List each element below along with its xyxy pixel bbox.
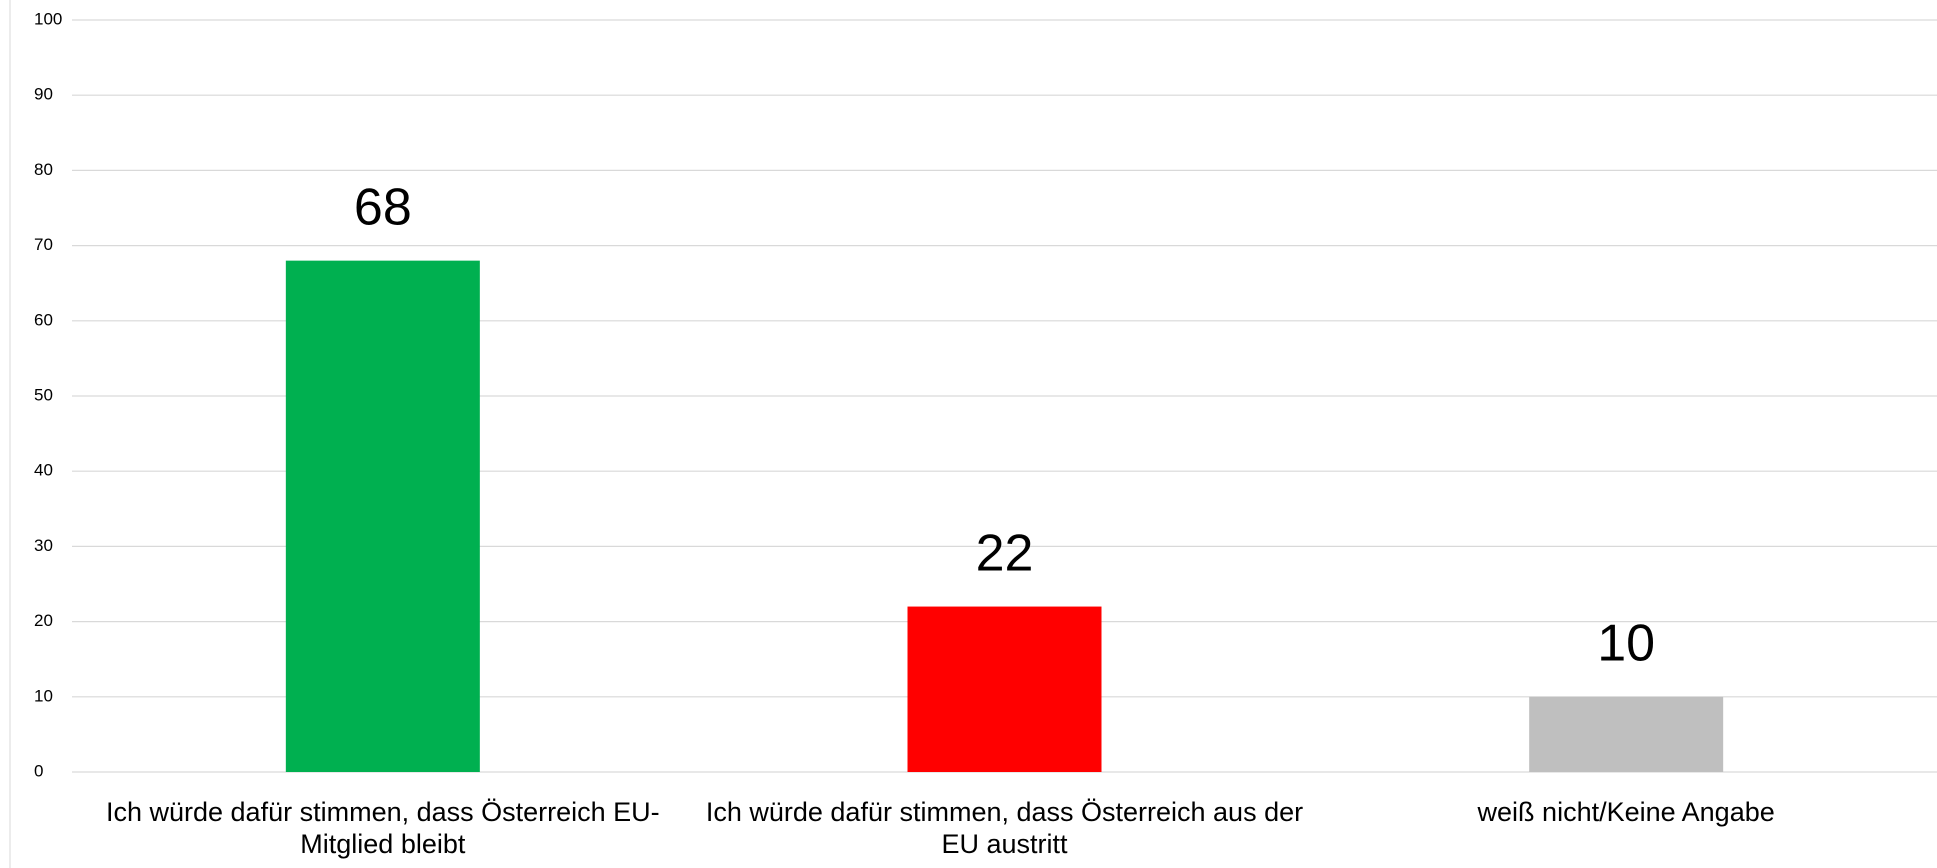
y-tick-label: 70 [34, 235, 53, 254]
y-tick-label: 40 [34, 461, 53, 480]
y-tick-label: 90 [34, 85, 53, 104]
y-tick-label: 10 [34, 686, 53, 705]
bar [285, 260, 480, 772]
y-tick-label: 30 [34, 536, 53, 555]
y-tick-label: 80 [34, 160, 53, 179]
y-tick-label: 0 [34, 761, 43, 780]
bar [907, 606, 1102, 772]
value-label: 22 [976, 524, 1034, 582]
bar [1529, 696, 1724, 772]
x-tick-label: Ich würde dafür stimmen, dass Österreich… [705, 797, 1304, 859]
y-tick-label: 60 [34, 310, 53, 329]
value-label: 10 [1597, 615, 1655, 673]
value-label: 68 [354, 178, 412, 236]
y-tick-label: 20 [34, 611, 53, 630]
x-tick-label: weiß nicht/Keine Angabe [1477, 797, 1775, 827]
x-tick-label: Ich würde dafür stimmen, dass Österreich… [105, 797, 660, 859]
y-tick-label: 50 [34, 385, 53, 404]
y-tick-label: 100 [34, 9, 62, 28]
